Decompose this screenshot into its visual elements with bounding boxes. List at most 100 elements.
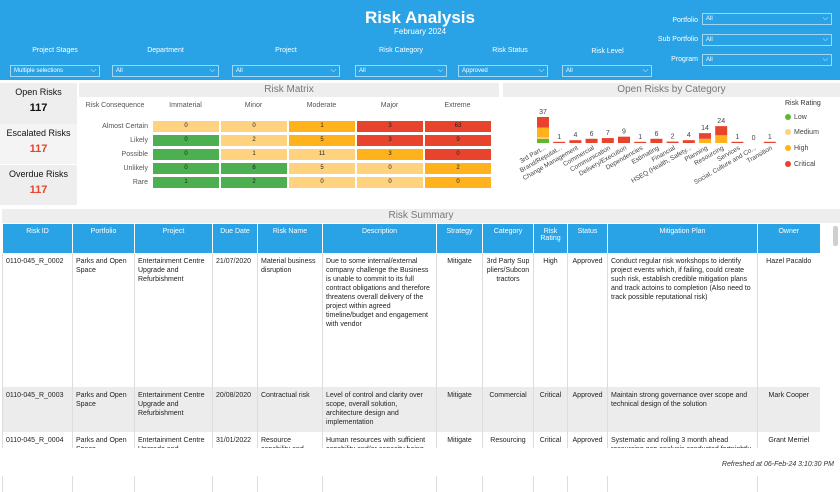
filter-label-risk-level: Risk Level: [591, 48, 624, 55]
risk-status-select[interactable]: Approved ⌵: [458, 65, 548, 77]
chart-bar-segment[interactable]: [618, 136, 630, 143]
legend-item-low[interactable]: Low: [785, 114, 807, 121]
matrix-cell[interactable]: 3: [357, 121, 423, 132]
col-owner[interactable]: Owner: [757, 224, 820, 253]
col-risk-id[interactable]: Risk ID: [2, 224, 73, 253]
chart-bar-segment[interactable]: [715, 135, 728, 143]
chart-bar-segment[interactable]: [601, 138, 614, 143]
matrix-cell[interactable]: 0: [425, 177, 491, 188]
kpi-open-risks: Open Risks 117: [0, 83, 77, 124]
legend-item-medium[interactable]: Medium: [785, 129, 819, 136]
chevron-down-icon: ⌵: [209, 67, 215, 74]
kpi-overdue-risks: Overdue Risks 117: [0, 165, 77, 205]
legend-title: Risk Rating: [785, 100, 821, 107]
department-value: All: [116, 68, 123, 74]
legend-item-high[interactable]: High: [785, 145, 808, 152]
legend-dot-icon: [785, 129, 791, 136]
project-stages-select[interactable]: Multiple selections ⌵: [10, 65, 100, 77]
portfolio-select[interactable]: All ⌵: [702, 13, 832, 25]
risk-summary-title: Risk Summary: [2, 209, 840, 223]
col-risk-name[interactable]: Risk Name: [257, 224, 323, 253]
matrix-cell[interactable]: 0: [289, 177, 355, 188]
chart-bar-segment[interactable]: [585, 138, 598, 143]
table-row[interactable]: 0110-045_R_0002 Parks and Open Space Ent…: [2, 253, 820, 387]
matrix-cell[interactable]: 11: [289, 149, 355, 160]
matrix-cell[interactable]: 2: [221, 177, 287, 188]
matrix-cell[interactable]: 3: [357, 149, 423, 160]
chart-data-label: 2: [671, 134, 675, 141]
risk-level-select[interactable]: All ⌵: [562, 65, 652, 77]
chart-bar-segment[interactable]: [634, 141, 647, 143]
matrix-cell[interactable]: 0: [153, 163, 219, 174]
matrix-cell[interactable]: 1: [221, 149, 287, 160]
matrix-cell[interactable]: 0: [357, 177, 423, 188]
matrix-cell[interactable]: 1: [289, 121, 355, 132]
matrix-cell[interactable]: 9: [425, 135, 491, 146]
cell-status: Approved: [567, 387, 608, 432]
filter-label-risk-category: Risk Category: [379, 47, 423, 54]
matrix-cell[interactable]: 0: [153, 121, 219, 132]
chevron-down-icon: ⌵: [90, 67, 96, 74]
legend-dot-icon: [785, 161, 791, 168]
chart-bar-segment[interactable]: [650, 138, 663, 143]
chart-bar-segment[interactable]: [537, 137, 549, 139]
chart-bar-segment[interactable]: [699, 138, 711, 143]
col-description[interactable]: Description: [322, 224, 437, 253]
risk-category-select[interactable]: All ⌵: [355, 65, 447, 77]
col-mitigation-plan[interactable]: Mitigation Plan: [607, 224, 758, 253]
chart-bar-segment[interactable]: [682, 140, 695, 143]
table-scrollbar[interactable]: [833, 226, 838, 246]
cell-description: Level of control and clarity over scope,…: [322, 387, 437, 432]
chart-bar-segment[interactable]: [666, 141, 679, 143]
col-due-date[interactable]: Due Date: [212, 224, 258, 253]
matrix-cell[interactable]: 6: [221, 163, 287, 174]
matrix-col-header: Immaterial: [169, 102, 202, 109]
matrix-cell[interactable]: 0: [357, 163, 423, 174]
chart-bar-segment[interactable]: [699, 133, 711, 139]
cell-risk-name: Contractual risk: [257, 387, 323, 432]
legend-item-critical[interactable]: Critical: [785, 161, 815, 168]
chart-bar-segment[interactable]: [731, 141, 744, 143]
col-portfolio[interactable]: Portfolio: [72, 224, 135, 253]
cell-strategy: Mitigate: [436, 253, 483, 387]
cell-risk-id: 0110-045_R_0003: [2, 387, 73, 432]
matrix-cell[interactable]: 3: [357, 135, 423, 146]
chart-bar-segment[interactable]: [763, 141, 776, 143]
cell-portfolio: Parks and Open Space: [72, 253, 135, 387]
portfolio-value: All: [706, 16, 713, 22]
matrix-cell[interactable]: 0: [221, 121, 287, 132]
chart-bar-segment[interactable]: [537, 127, 549, 138]
chart-bar-segment[interactable]: [569, 140, 582, 143]
chart-data-label: 6: [654, 131, 658, 138]
col-project[interactable]: Project: [134, 224, 213, 253]
col-status[interactable]: Status: [567, 224, 608, 253]
chart-bar-segment[interactable]: [553, 141, 566, 143]
matrix-cell[interactable]: 2: [221, 135, 287, 146]
col-category[interactable]: Category: [482, 224, 534, 253]
cell-risk-id: 0110-045_R_0002: [2, 253, 73, 387]
col-risk-rating[interactable]: Risk Rating: [533, 224, 568, 253]
matrix-cell[interactable]: 0: [153, 135, 219, 146]
sub-portfolio-select[interactable]: All ⌵: [702, 34, 832, 46]
kpi-overdue-value: 117: [29, 184, 48, 196]
matrix-cell[interactable]: 2: [425, 163, 491, 174]
matrix-cell[interactable]: 0: [425, 149, 491, 160]
cell-due-date: 21/07/2020: [212, 253, 258, 387]
project-select[interactable]: All ⌵: [232, 65, 340, 77]
project-value: All: [236, 68, 243, 74]
matrix-cell[interactable]: 63: [425, 121, 491, 132]
department-select[interactable]: All ⌵: [112, 65, 219, 77]
table-row[interactable]: 0110-045_R_0003 Parks and Open Space Ent…: [2, 387, 820, 432]
matrix-cell[interactable]: 0: [153, 149, 219, 160]
chart-bar-segment[interactable]: [537, 117, 549, 128]
matrix-cell[interactable]: 1: [153, 177, 219, 188]
table-header-row: Risk ID Portfolio Project Due Date Risk …: [2, 224, 820, 253]
page-subtitle: February 2024: [393, 27, 447, 36]
chart-bar-segment[interactable]: [537, 138, 549, 143]
program-select[interactable]: All ⌵: [702, 54, 832, 66]
matrix-cell[interactable]: 5: [289, 163, 355, 174]
matrix-cell[interactable]: 5: [289, 135, 355, 146]
cell-due-date: 20/08/2020: [212, 387, 258, 432]
chart-bar-segment[interactable]: [715, 126, 728, 136]
col-strategy[interactable]: Strategy: [436, 224, 483, 253]
